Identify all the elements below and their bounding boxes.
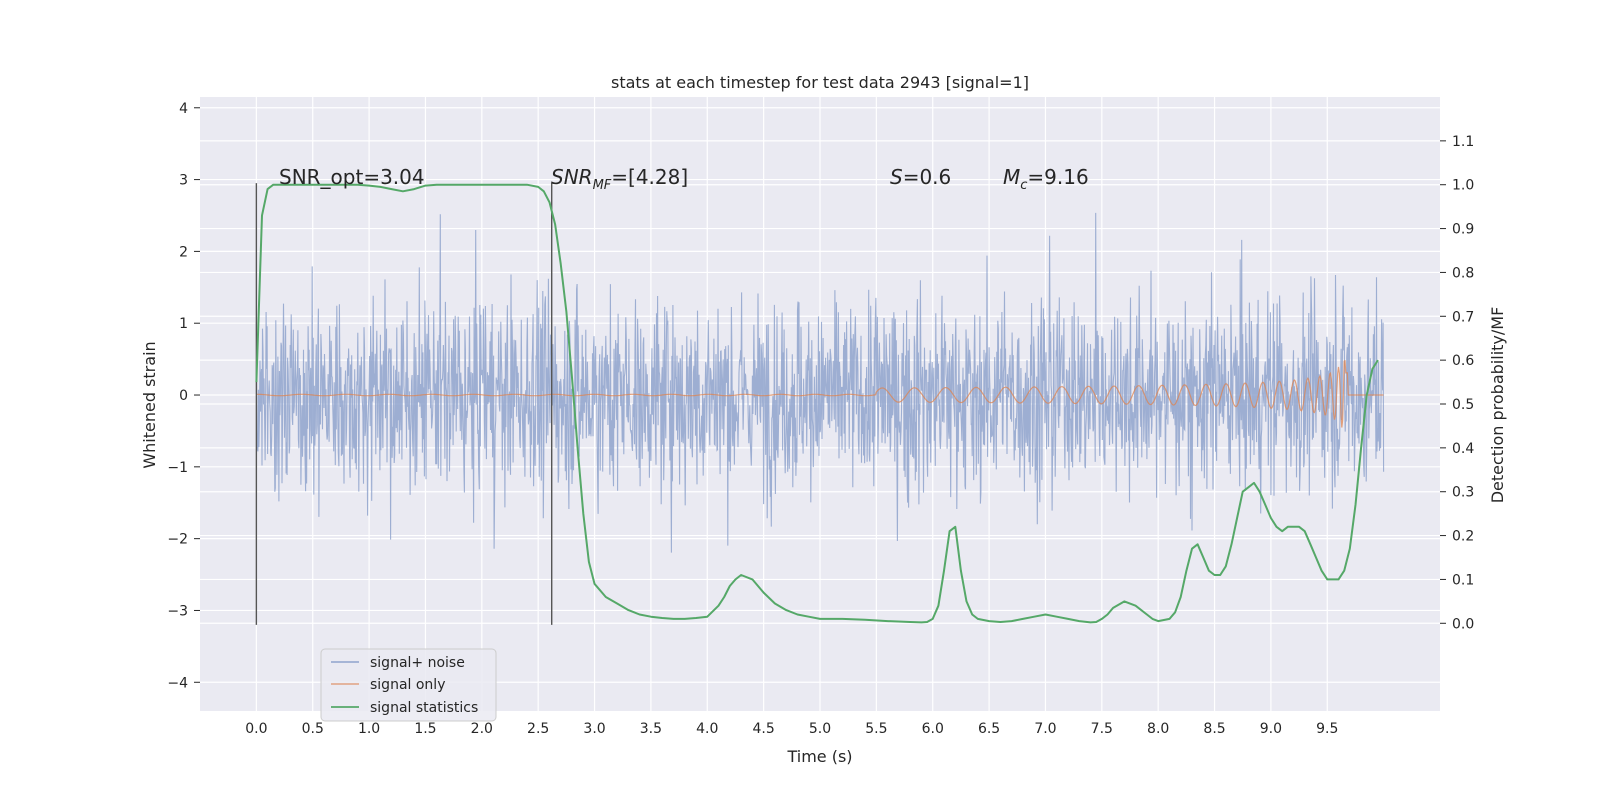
annotation-snr-mf-main: SNR (551, 165, 593, 189)
x-tick-label: 9.0 (1260, 721, 1282, 737)
signal-series-line (256, 359, 1384, 428)
y-tick-label: 0 (179, 388, 188, 404)
vertical-markers (255, 183, 553, 625)
y2-tick-label: 1.0 (1452, 178, 1474, 194)
y2-tick-label: 0.2 (1452, 529, 1474, 545)
y-axis-right: 1.1 1.0 0.9 0.8 0.7 0.6 0.5 0.4 0.3 0.2 0.1 0.0 (1440, 134, 1474, 632)
annotation-s-value: =0.6 (903, 165, 952, 189)
y-tick-label: 2 (179, 244, 188, 260)
x-axis-label: Time (s) (786, 747, 852, 766)
annotation-mc-main: M (1003, 165, 1020, 189)
y2-axis-label: Detection probability/MF (1488, 307, 1507, 504)
signal-trace (256, 359, 1384, 428)
x-tick-label: 3.0 (583, 721, 605, 737)
y2-tick-label: 0.3 (1452, 485, 1474, 501)
y-tick-label: −3 (167, 603, 188, 619)
y2-tick-label: 0.9 (1452, 222, 1474, 238)
stats-trace (255, 183, 1379, 624)
annotation-mc-value: =9.16 (1027, 165, 1088, 189)
annotation-snr-mf-value: =[4.28] (611, 165, 688, 189)
y2-tick-label: 0.8 (1452, 265, 1474, 281)
x-tick-label: 1.5 (414, 721, 436, 737)
x-tick-label: 1.0 (358, 721, 380, 737)
annotation-snr-mf-sub: MF (593, 178, 612, 193)
x-tick-label: 5.5 (865, 721, 887, 737)
annotation-s-main: S (890, 165, 903, 189)
legend-label-signal: signal only (370, 677, 445, 693)
x-axis: 0.0 0.5 1.0 1.5 2.0 2.5 3.0 3.5 4.0 4.5 5.0 5.5 6.0 6… (245, 721, 1338, 737)
x-tick-label: 8.5 (1203, 721, 1225, 737)
y2-tick-label: 0.7 (1452, 309, 1474, 325)
y-tick-label: 1 (179, 316, 188, 332)
y-axis-left: 4 3 2 1 0 −1 −2 −3 −4 (167, 101, 200, 691)
x-tick-label: 0.5 (302, 721, 324, 737)
legend: signal+ noise signal only signal statist… (320, 648, 497, 722)
annotation-snr-opt: SNR_opt=3.04 (279, 165, 425, 189)
x-tick-label: 4.0 (696, 721, 718, 737)
annotation-snr-mf: SNRMF=[4.28] (551, 165, 688, 193)
y2-tick-label: 0.4 (1452, 441, 1474, 457)
legend-label-stats: signal statistics (370, 700, 478, 716)
x-tick-label: 3.5 (640, 721, 662, 737)
y2-tick-label: 1.1 (1452, 134, 1474, 150)
x-tick-label: 6.0 (922, 721, 944, 737)
x-tick-label: 6.5 (978, 721, 1000, 737)
x-tick-label: 9.5 (1316, 721, 1338, 737)
y-tick-label: 3 (179, 173, 188, 189)
x-tick-label: 4.5 (753, 721, 775, 737)
y-axis-label: Whitened strain (140, 341, 159, 468)
y-tick-label: 4 (179, 101, 188, 117)
y2-tick-label: 0.6 (1452, 353, 1474, 369)
x-tick-label: 7.5 (1091, 721, 1113, 737)
x-tick-label: 0.0 (245, 721, 267, 737)
chart-title: stats at each timestep for test data 294… (611, 73, 1029, 92)
annotation-mc-sub: c (1020, 178, 1027, 193)
y2-tick-label: 0.5 (1452, 397, 1474, 413)
annotation-mc: Mc=9.16 (1003, 165, 1089, 193)
y-tick-label: −4 (167, 675, 188, 691)
x-tick-label: 2.0 (471, 721, 493, 737)
x-tick-label: 5.0 (809, 721, 831, 737)
legend-label-noise: signal+ noise (370, 655, 465, 671)
y2-tick-label: 0.0 (1452, 616, 1474, 632)
annotation-s: S=0.6 (890, 165, 951, 189)
noise-series-line (255, 212, 1385, 553)
noise-trace (255, 212, 1385, 553)
y-tick-label: −1 (167, 460, 188, 476)
stats-series-line (255, 183, 1379, 624)
x-tick-label: 7.0 (1034, 721, 1056, 737)
x-tick-label: 8.0 (1147, 721, 1169, 737)
x-tick-label: 2.5 (527, 721, 549, 737)
y2-tick-label: 0.1 (1452, 572, 1474, 588)
legend-box (320, 648, 497, 722)
y-tick-label: −2 (167, 532, 188, 548)
